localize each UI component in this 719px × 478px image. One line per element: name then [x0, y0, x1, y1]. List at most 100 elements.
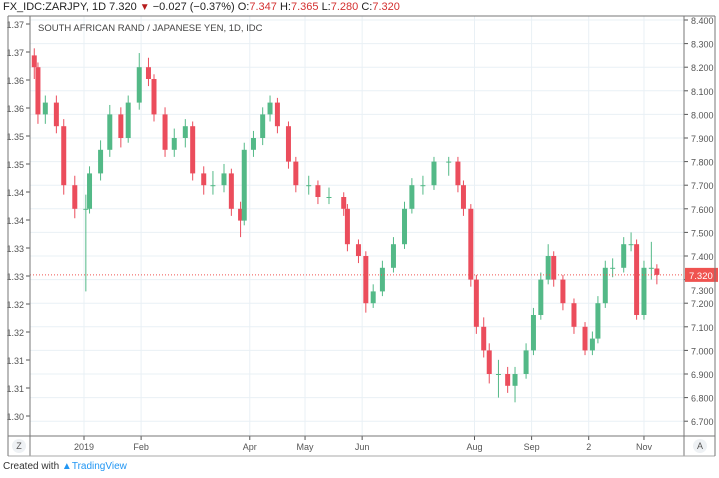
candle [523, 343, 529, 379]
right-axis-tick-label: 8.300 [691, 40, 714, 50]
candle [486, 343, 492, 384]
candle-body [420, 185, 426, 187]
candle-body [431, 161, 437, 186]
right-axis-tick-label: 7.800 [691, 158, 714, 168]
candle [31, 48, 37, 79]
candle [468, 204, 474, 287]
candle-body [486, 350, 492, 374]
candle [315, 180, 321, 205]
x-axis-tick-label: Feb [133, 442, 149, 452]
candle [551, 251, 557, 287]
left-axis-tick-label: 1.35 [6, 132, 24, 142]
x-axis-tick-label: Nov [636, 442, 653, 452]
candle-body [306, 185, 312, 187]
candle [35, 62, 41, 124]
candle [460, 180, 466, 216]
candle-body [481, 326, 487, 351]
auto-scale-button[interactable] [693, 439, 707, 453]
z-button-label: Z [16, 441, 22, 451]
candle [641, 260, 647, 320]
candle [654, 264, 660, 285]
candle [274, 97, 280, 134]
candle-body [610, 267, 616, 269]
right-axis-tick-label: 6.800 [691, 394, 714, 404]
candle-body [370, 291, 376, 304]
candle-body [595, 303, 601, 339]
candle [628, 232, 634, 252]
candle-body [315, 185, 321, 197]
right-axis-tick-label: 7.900 [691, 134, 714, 144]
candle [431, 156, 437, 190]
tradingview-logo-icon[interactable]: ▲ [61, 461, 72, 472]
candle-body [326, 197, 332, 198]
candle [495, 359, 501, 398]
right-axis-tick-label: 7.300 [691, 286, 714, 296]
candle-body [98, 149, 104, 174]
candle [53, 95, 59, 134]
candle-body [162, 114, 168, 150]
x-axis-tick-label: Apr [243, 442, 257, 452]
candle [151, 74, 157, 122]
candle-body [390, 244, 396, 268]
candle [481, 317, 487, 358]
right-axis-tick-label: 7.500 [691, 228, 714, 238]
candle-body [145, 67, 151, 79]
left-axis-tick-label: 1.31 [6, 384, 24, 394]
candle [370, 284, 376, 308]
candle [595, 296, 601, 344]
candle-body [621, 244, 627, 268]
candle-body [455, 161, 461, 186]
candle-body [238, 208, 244, 221]
candle [420, 175, 426, 195]
candle-body [446, 161, 452, 163]
candle [473, 274, 479, 334]
candle [363, 251, 369, 313]
candle-body [53, 102, 59, 127]
candle-body [267, 102, 273, 115]
candle [238, 201, 244, 238]
low-label: L: [321, 1, 331, 13]
candle [182, 119, 188, 148]
candle-body [602, 267, 608, 304]
right-axis-tick-label: 7.000 [691, 346, 714, 356]
candle-body [363, 256, 369, 304]
right-axis-tick-label: 7.600 [691, 205, 714, 215]
down-triangle-icon: ▼ [139, 2, 150, 13]
candle [341, 192, 347, 216]
candle-body [125, 102, 131, 138]
candle [250, 130, 256, 157]
candle [530, 307, 536, 356]
open-value: 7.347 [249, 1, 277, 13]
candle-body [136, 67, 142, 103]
candle-body [250, 138, 256, 150]
candle-body [171, 138, 177, 150]
right-axis-tick-label: 7.700 [691, 181, 714, 191]
candle-body [505, 374, 511, 386]
candle [201, 166, 207, 195]
candle [571, 298, 577, 334]
candle [260, 107, 266, 146]
candlestick-chart[interactable]: 8.400 8.300 8.200 8.100 8.000 7.900 7.800 7.700… [0, 0, 719, 460]
candle-body [473, 279, 479, 327]
left-axis-tick-label: 1.34 [6, 216, 24, 226]
candle-body [341, 197, 347, 209]
tradingview-link[interactable]: TradingView [71, 461, 127, 472]
candle-body [87, 173, 93, 209]
candle [379, 260, 385, 297]
x-axis-tick-label: May [297, 442, 315, 452]
candle-body [260, 114, 266, 138]
right-axis-tick-label: 8.000 [691, 110, 714, 120]
close-label: C: [361, 1, 373, 13]
plot-area [30, 16, 684, 436]
z-button[interactable] [12, 439, 26, 453]
last-price: 7.320 [109, 1, 137, 13]
left-axis-tick-label: 1.30 [6, 412, 24, 422]
candle [221, 163, 227, 193]
auto-scale-button-label: A [697, 441, 703, 451]
open-label: O: [237, 1, 250, 13]
x-axis-tick-label: Jun [355, 442, 370, 452]
candle [42, 95, 48, 124]
candle-body [61, 126, 67, 186]
right-axis-tick-label: 6.900 [691, 370, 714, 380]
candle [293, 156, 299, 193]
